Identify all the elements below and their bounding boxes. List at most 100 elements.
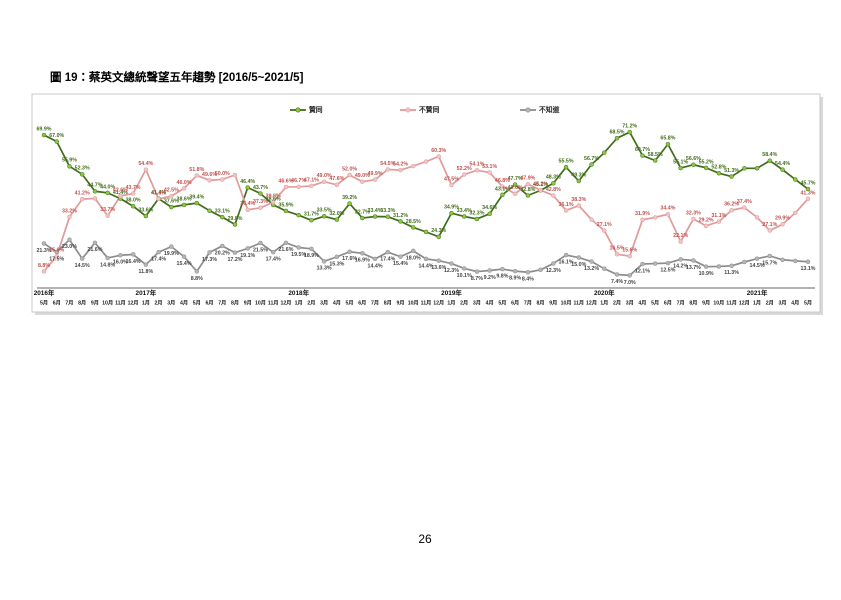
data-label: 60.7% xyxy=(635,147,650,153)
chart-frame xyxy=(31,93,821,313)
data-point xyxy=(551,193,556,198)
data-point xyxy=(296,184,301,190)
data-point xyxy=(500,266,505,272)
x-tick-label: 9月 xyxy=(91,298,99,306)
data-point xyxy=(360,179,365,184)
data-point xyxy=(665,141,671,147)
data-point xyxy=(691,162,696,167)
data-point xyxy=(754,215,760,220)
data-label: 41.3% xyxy=(151,190,166,196)
x-tick-label: 8月 xyxy=(78,298,86,306)
data-point xyxy=(347,201,352,206)
data-label: 58.5% xyxy=(648,152,663,158)
data-point xyxy=(398,167,403,173)
x-tick-label: 9月 xyxy=(549,298,557,306)
data-point xyxy=(283,240,289,246)
data-point xyxy=(334,182,340,188)
data-point xyxy=(181,254,187,259)
x-tick-label: 1月 xyxy=(295,298,303,306)
data-point xyxy=(334,217,340,222)
data-label: 68.5% xyxy=(609,130,624,136)
x-tick-label: 2月 xyxy=(766,298,774,306)
data-point xyxy=(67,237,72,242)
year-label: 2017年 xyxy=(136,288,157,297)
data-point xyxy=(232,250,238,255)
data-point xyxy=(665,260,671,266)
data-point xyxy=(245,207,250,213)
data-point xyxy=(665,212,671,217)
data-label: 15.0% xyxy=(571,262,586,268)
data-label: 16.5% xyxy=(609,246,624,252)
data-label: 19.9% xyxy=(164,251,179,257)
data-point xyxy=(805,186,811,192)
data-label: 48.3% xyxy=(546,175,561,181)
x-tick-label: 4月 xyxy=(486,298,494,306)
x-tick-label: 3月 xyxy=(626,298,634,306)
data-label: 41.2% xyxy=(75,190,90,196)
data-point xyxy=(118,253,123,258)
data-point xyxy=(461,214,467,219)
data-label: 15.3% xyxy=(329,261,344,267)
data-label: 15.4% xyxy=(393,261,408,267)
data-point xyxy=(372,256,378,262)
data-label: 51.8% xyxy=(189,167,204,173)
x-tick-label: 4月 xyxy=(180,298,188,306)
x-tick-label: 8月 xyxy=(231,298,239,306)
data-label: 16.4% xyxy=(126,259,141,265)
x-tick-label: 7月 xyxy=(524,298,532,306)
data-point xyxy=(487,170,492,175)
data-point xyxy=(742,166,747,171)
data-label: 36.2% xyxy=(724,202,739,208)
data-label: 17.4% xyxy=(151,257,166,263)
data-label: 49.9% xyxy=(368,171,383,177)
data-label: 12.3% xyxy=(444,268,459,274)
data-point xyxy=(614,135,620,141)
data-point xyxy=(767,253,773,259)
data-label: 67.0% xyxy=(49,133,64,139)
data-label: 50.0% xyxy=(215,171,230,177)
data-point xyxy=(729,174,734,179)
data-point xyxy=(296,245,301,250)
data-label: 42.8% xyxy=(520,187,535,193)
data-label: 37.6% xyxy=(164,199,179,205)
data-label: 52.8% xyxy=(711,165,726,171)
data-point xyxy=(602,150,607,155)
data-point xyxy=(79,172,85,177)
data-point xyxy=(729,263,734,269)
data-point xyxy=(576,203,582,208)
data-label: 27.1% xyxy=(762,222,777,228)
x-tick-label: 4月 xyxy=(333,298,341,306)
data-label: 34.6% xyxy=(482,205,497,211)
data-point xyxy=(512,191,518,196)
data-label: 32.3% xyxy=(469,210,484,216)
data-label: 54.2% xyxy=(393,161,408,167)
data-label: 56.7% xyxy=(584,156,599,162)
data-label: 18.9% xyxy=(304,253,319,259)
data-point xyxy=(512,182,518,187)
data-label: 33.3% xyxy=(380,208,395,214)
data-point xyxy=(92,240,98,246)
page-number: 26 xyxy=(418,532,432,546)
x-tick-label: 1月 xyxy=(142,298,150,306)
data-point xyxy=(156,249,161,255)
data-label: 56.6% xyxy=(686,156,701,162)
data-point xyxy=(258,191,263,196)
data-point xyxy=(461,172,467,177)
data-point xyxy=(500,184,505,189)
data-point xyxy=(283,208,289,214)
data-point xyxy=(652,261,658,266)
data-label: 31.9% xyxy=(635,211,650,217)
data-point xyxy=(207,250,212,255)
data-point xyxy=(207,178,212,183)
legend-label: 不贊同 xyxy=(419,105,440,114)
data-point xyxy=(143,167,149,172)
data-label: 52.3% xyxy=(75,166,90,172)
data-point xyxy=(143,213,149,219)
data-point xyxy=(385,167,391,172)
data-point xyxy=(703,223,709,229)
data-point xyxy=(181,186,187,191)
x-tick-label: 10月 xyxy=(255,298,266,306)
x-tick-label: 12月 xyxy=(280,298,291,306)
data-point xyxy=(309,218,314,223)
